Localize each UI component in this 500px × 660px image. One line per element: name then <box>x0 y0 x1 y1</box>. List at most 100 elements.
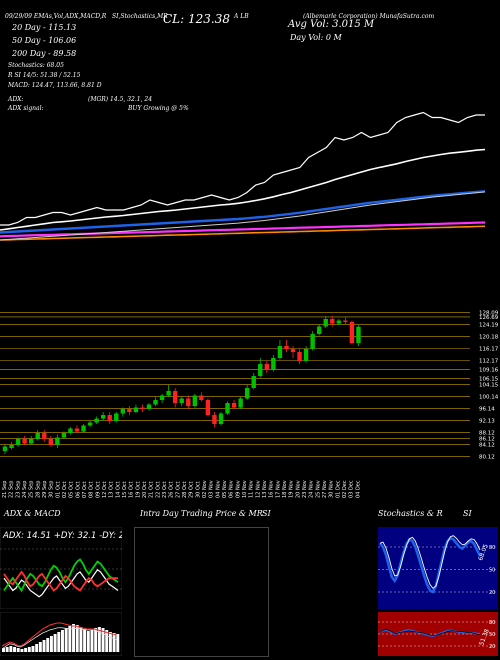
macd-hist-bar <box>43 640 46 652</box>
date-tick-label: 04 Nov <box>215 480 221 498</box>
date-tick-label: 01 Oct <box>55 481 61 498</box>
date-tick-label: 28 Oct <box>182 481 188 498</box>
candle-body <box>310 334 314 349</box>
date-tick-label: 02 Dec <box>342 480 348 498</box>
candle-body <box>55 438 59 446</box>
candle-body <box>271 358 275 370</box>
date-axis: 21 Sep22 Sep23 Sep24 Sep25 Sep28 Sep29 S… <box>0 460 500 502</box>
candle-body <box>62 433 66 438</box>
candle-body <box>219 414 223 425</box>
candle-body <box>193 396 197 407</box>
date-tick-label: 07 Oct <box>82 481 88 498</box>
price-tick-label: 104.15 <box>479 383 499 389</box>
date-tick-label: 06 Oct <box>75 481 81 498</box>
date-tick-label: 30 Nov <box>329 480 335 498</box>
candle-body <box>297 352 301 361</box>
date-tick-label: 11 Nov <box>249 480 255 498</box>
macd-readout: MACD: 124.47, 113.66, 8.81 D <box>8 83 102 89</box>
macd-hist-bar <box>94 628 97 652</box>
macd-hist-bar <box>76 625 79 652</box>
macd-hist-bar <box>113 633 116 652</box>
candle-body <box>68 429 72 434</box>
date-tick-label: 10 Nov <box>242 480 248 498</box>
candle-body <box>88 423 92 426</box>
date-tick-label: 05 Nov <box>222 480 228 498</box>
intraday-panel <box>134 527 269 657</box>
date-tick-label: 24 Sep <box>22 481 28 498</box>
stoch-readout: Stochastics: 68.05 <box>8 63 64 69</box>
macd-hist-bar <box>32 646 35 652</box>
ema20-label: 20 Day - 115.13 <box>12 24 76 32</box>
date-tick-label: 03 Nov <box>209 480 215 498</box>
candle-body <box>265 364 269 370</box>
candle-body <box>127 409 131 412</box>
avg-volume: Avg Vol: 3.015 M <box>288 20 374 30</box>
candle-body <box>337 321 341 324</box>
ema-chart <box>0 110 500 250</box>
candle-body <box>42 433 46 439</box>
date-tick-label: 17 Nov <box>275 480 281 498</box>
macd-hist-bar <box>116 634 119 652</box>
candle-body <box>206 400 210 415</box>
candle-body <box>232 403 236 408</box>
date-tick-label: 09 Nov <box>235 480 241 498</box>
candle-body <box>304 349 308 361</box>
adx-label: ADX: <box>8 97 23 103</box>
candle-body <box>121 409 125 414</box>
date-tick-label: 13 Oct <box>109 481 115 498</box>
price-tick-label: 100.14 <box>479 395 499 401</box>
price-tick-label: 116.17 <box>479 346 499 352</box>
candle-body <box>29 439 33 444</box>
macd-hist-bar <box>87 631 90 652</box>
stoch-level-label: 50 <box>489 568 495 574</box>
macd-hist-bar <box>39 642 42 652</box>
candle-body <box>225 403 229 414</box>
date-tick-label: 16 Nov <box>269 480 275 498</box>
candle-body <box>22 439 26 444</box>
date-tick-label: 27 Oct <box>175 481 181 498</box>
candle-body <box>153 400 157 405</box>
candle-body <box>212 415 216 424</box>
candle-body <box>173 391 177 403</box>
price-tick-label: 92.13 <box>479 419 495 425</box>
macd-hist-bar <box>105 630 108 652</box>
price-tick-label: 112.17 <box>479 358 499 364</box>
candle-body <box>101 415 105 419</box>
stochastics-panel: 805020 68.05 <box>378 527 498 609</box>
price-tick-label: 84.12 <box>479 443 495 449</box>
intraday-si: SI <box>262 510 271 518</box>
date-tick-label: 19 Nov <box>289 480 295 498</box>
candle-body <box>317 327 321 335</box>
date-tick-label: 20 Oct <box>142 481 148 498</box>
price-tick-label: 109.16 <box>479 368 499 374</box>
date-tick-label: 22 Sep <box>9 481 15 498</box>
day-volume: Day Vol: 0 M <box>290 34 342 42</box>
candle-body <box>284 346 288 349</box>
rsi-level-label: 20 <box>489 644 495 650</box>
candle-body <box>94 419 98 423</box>
date-tick-label: 29 Sep <box>42 481 48 498</box>
date-tick-label: 12 Nov <box>255 480 261 498</box>
candle-body <box>140 408 144 410</box>
date-tick-label: 18 Nov <box>282 480 288 498</box>
macd-hist-bar <box>54 634 57 652</box>
date-tick-label: 06 Nov <box>229 480 235 498</box>
candle-body <box>49 439 53 445</box>
price-line <box>0 113 485 226</box>
date-tick-label: 23 Nov <box>302 480 308 498</box>
macd-hist-bar <box>35 644 38 652</box>
stoch-title: Stochastics & R <box>378 510 443 518</box>
candle-body <box>134 408 138 413</box>
date-tick-label: 12 Oct <box>102 481 108 498</box>
macd-hist-bar <box>91 630 94 652</box>
date-tick-label: 13 Nov <box>262 480 268 498</box>
rsi-panel: 805020 51.38 <box>378 612 498 656</box>
candle-body <box>147 405 151 410</box>
date-tick-label: 25 Nov <box>315 480 321 498</box>
candlestick-chart: 128.09126.69124.19120.18116.17112.17109.… <box>0 310 500 460</box>
stoch-level-label: 20 <box>489 590 495 596</box>
date-tick-label: 02 Oct <box>62 481 68 498</box>
date-tick-label: 27 Nov <box>322 480 328 498</box>
chart-title-left: 09/29/09 EMAs,Vol,ADX,MACD,R <box>5 14 106 20</box>
macd-hist-bar <box>6 647 9 652</box>
